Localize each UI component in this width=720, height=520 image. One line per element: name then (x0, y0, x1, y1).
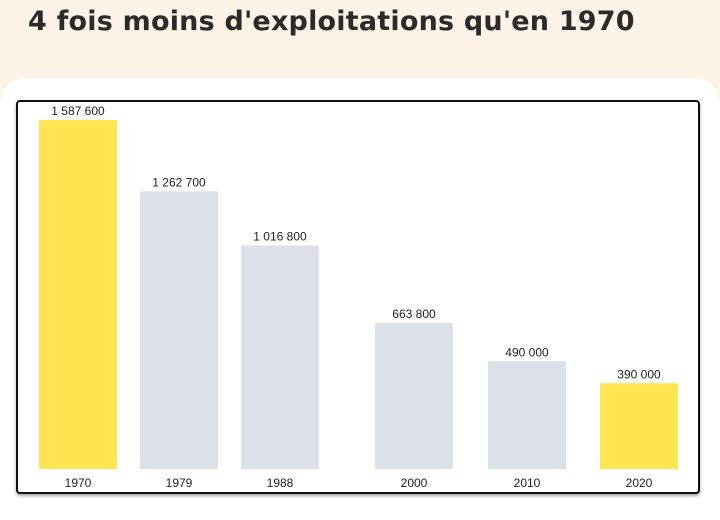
value-label-1988: 1 016 800 (253, 229, 307, 243)
value-label-1979: 1 262 700 (152, 175, 206, 189)
bar-1979 (140, 191, 218, 469)
category-label-2000: 2000 (401, 476, 428, 490)
category-label-1979: 1979 (166, 476, 193, 490)
value-label-2010: 490 000 (505, 345, 549, 359)
value-label-2000: 663 800 (392, 307, 436, 321)
category-label-1970: 1970 (65, 476, 92, 490)
bar-2010 (488, 361, 566, 469)
page-title: 4 fois moins d'exploitations qu'en 1970 (28, 6, 635, 37)
bar-2020 (600, 383, 678, 469)
bar-2000 (375, 323, 453, 469)
chart-frame (16, 100, 700, 494)
category-label-1988: 1988 (267, 476, 294, 490)
value-label-1970: 1 587 600 (51, 104, 105, 118)
bar-1988 (241, 245, 319, 469)
category-label-2010: 2010 (514, 476, 541, 490)
value-label-2020: 390 000 (617, 367, 661, 381)
bar-1970 (39, 120, 117, 469)
category-label-2020: 2020 (626, 476, 653, 490)
